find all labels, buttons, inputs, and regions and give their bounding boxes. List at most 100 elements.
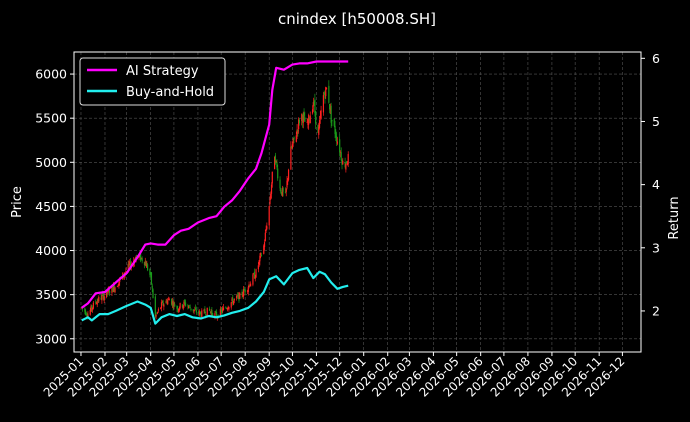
candle-body xyxy=(238,292,240,301)
candle-body xyxy=(318,120,321,128)
candle-body xyxy=(146,264,149,271)
candle-body xyxy=(282,188,284,192)
candle-body xyxy=(221,309,223,313)
candle-body xyxy=(172,302,174,308)
candle-body xyxy=(144,261,146,266)
candle-body xyxy=(285,188,287,192)
candle-body xyxy=(239,292,241,299)
candle-body xyxy=(308,115,310,125)
candle-body xyxy=(236,295,239,297)
candle-body xyxy=(129,261,132,269)
candle-body xyxy=(248,284,250,288)
candle-body xyxy=(253,271,256,279)
candle-body xyxy=(298,119,301,124)
candle-body xyxy=(157,309,160,311)
candle-body xyxy=(136,254,138,256)
candle-body xyxy=(312,102,314,107)
candle-body xyxy=(334,125,336,135)
candle-body xyxy=(204,309,206,314)
candle-body xyxy=(236,295,238,299)
candle-body xyxy=(113,285,115,291)
candle-body xyxy=(342,160,344,165)
candle-body xyxy=(252,274,254,285)
y-axis-left-label: Price xyxy=(10,186,25,218)
y-left-tick-label: 6000 xyxy=(35,67,67,82)
candle-body xyxy=(165,300,167,304)
candle-body xyxy=(212,313,214,317)
candle-body xyxy=(266,226,268,229)
legend-label-ai-strategy: AI Strategy xyxy=(126,64,199,79)
candle-body xyxy=(117,285,119,287)
y-left-tick-label: 5500 xyxy=(35,111,67,126)
candle-body xyxy=(296,129,298,135)
candle-body xyxy=(97,299,99,302)
candle-body xyxy=(253,273,255,275)
candle-body xyxy=(170,298,173,305)
plot-frame xyxy=(73,51,642,353)
candle-body xyxy=(166,300,168,304)
candle-body xyxy=(198,311,201,315)
candle-body xyxy=(222,307,225,311)
candle-body xyxy=(243,289,245,297)
y-left-tick-label: 5000 xyxy=(35,155,67,170)
candle-body xyxy=(335,133,337,138)
candle-body xyxy=(184,300,186,303)
candle-body xyxy=(84,308,86,312)
candle-body xyxy=(269,199,271,205)
y-axis-right-label: Return xyxy=(667,196,682,239)
candle-body xyxy=(279,179,281,189)
candle-body xyxy=(190,308,192,310)
candle-body xyxy=(208,308,211,311)
candle-body xyxy=(339,152,342,153)
candle-body xyxy=(149,269,151,275)
y-left-tick-label: 3000 xyxy=(35,331,67,346)
candle-body xyxy=(152,289,154,298)
candle-body xyxy=(167,298,170,300)
candle-body xyxy=(181,304,184,308)
candle-body xyxy=(125,271,127,273)
candle-body xyxy=(232,297,234,304)
candle-body xyxy=(244,289,246,293)
candle-body xyxy=(205,314,208,316)
candle-body xyxy=(345,163,347,170)
series-line-buy-and-hold xyxy=(81,266,349,325)
candle-body xyxy=(270,193,272,200)
candle-body xyxy=(174,304,176,307)
candle-body xyxy=(168,299,170,301)
candle-body xyxy=(145,261,147,267)
candle-body xyxy=(330,105,332,123)
candle-body xyxy=(301,115,304,123)
candle-body xyxy=(160,302,163,308)
candle-body xyxy=(281,188,283,196)
candle-body xyxy=(225,308,228,310)
candle-body xyxy=(179,302,181,309)
candle-body xyxy=(309,115,311,124)
candle-body xyxy=(157,311,159,313)
candle-body xyxy=(162,300,164,306)
candle-body xyxy=(339,139,341,153)
candle-body xyxy=(188,306,190,308)
candle-body xyxy=(329,103,331,110)
candle-body xyxy=(298,119,300,130)
series-line-ai-strategy xyxy=(81,60,349,309)
candle-body xyxy=(220,309,222,311)
candle-body xyxy=(161,302,163,303)
candle-body xyxy=(114,287,116,293)
candle-body xyxy=(205,314,207,316)
candle-body xyxy=(140,252,142,261)
candle-body xyxy=(275,160,277,162)
candle-body xyxy=(189,307,191,309)
candle-body xyxy=(85,311,87,315)
candle-body xyxy=(198,311,200,314)
candle-body xyxy=(347,154,349,165)
candle-body xyxy=(325,87,328,90)
candle-body xyxy=(155,314,157,317)
candle-body xyxy=(255,269,257,278)
candle-body xyxy=(101,295,103,301)
candle-body xyxy=(302,115,304,123)
candle-body xyxy=(293,136,295,140)
candle-body xyxy=(268,206,270,226)
candle-body xyxy=(226,308,228,310)
candle-body xyxy=(100,297,102,300)
candle-body xyxy=(163,304,165,307)
